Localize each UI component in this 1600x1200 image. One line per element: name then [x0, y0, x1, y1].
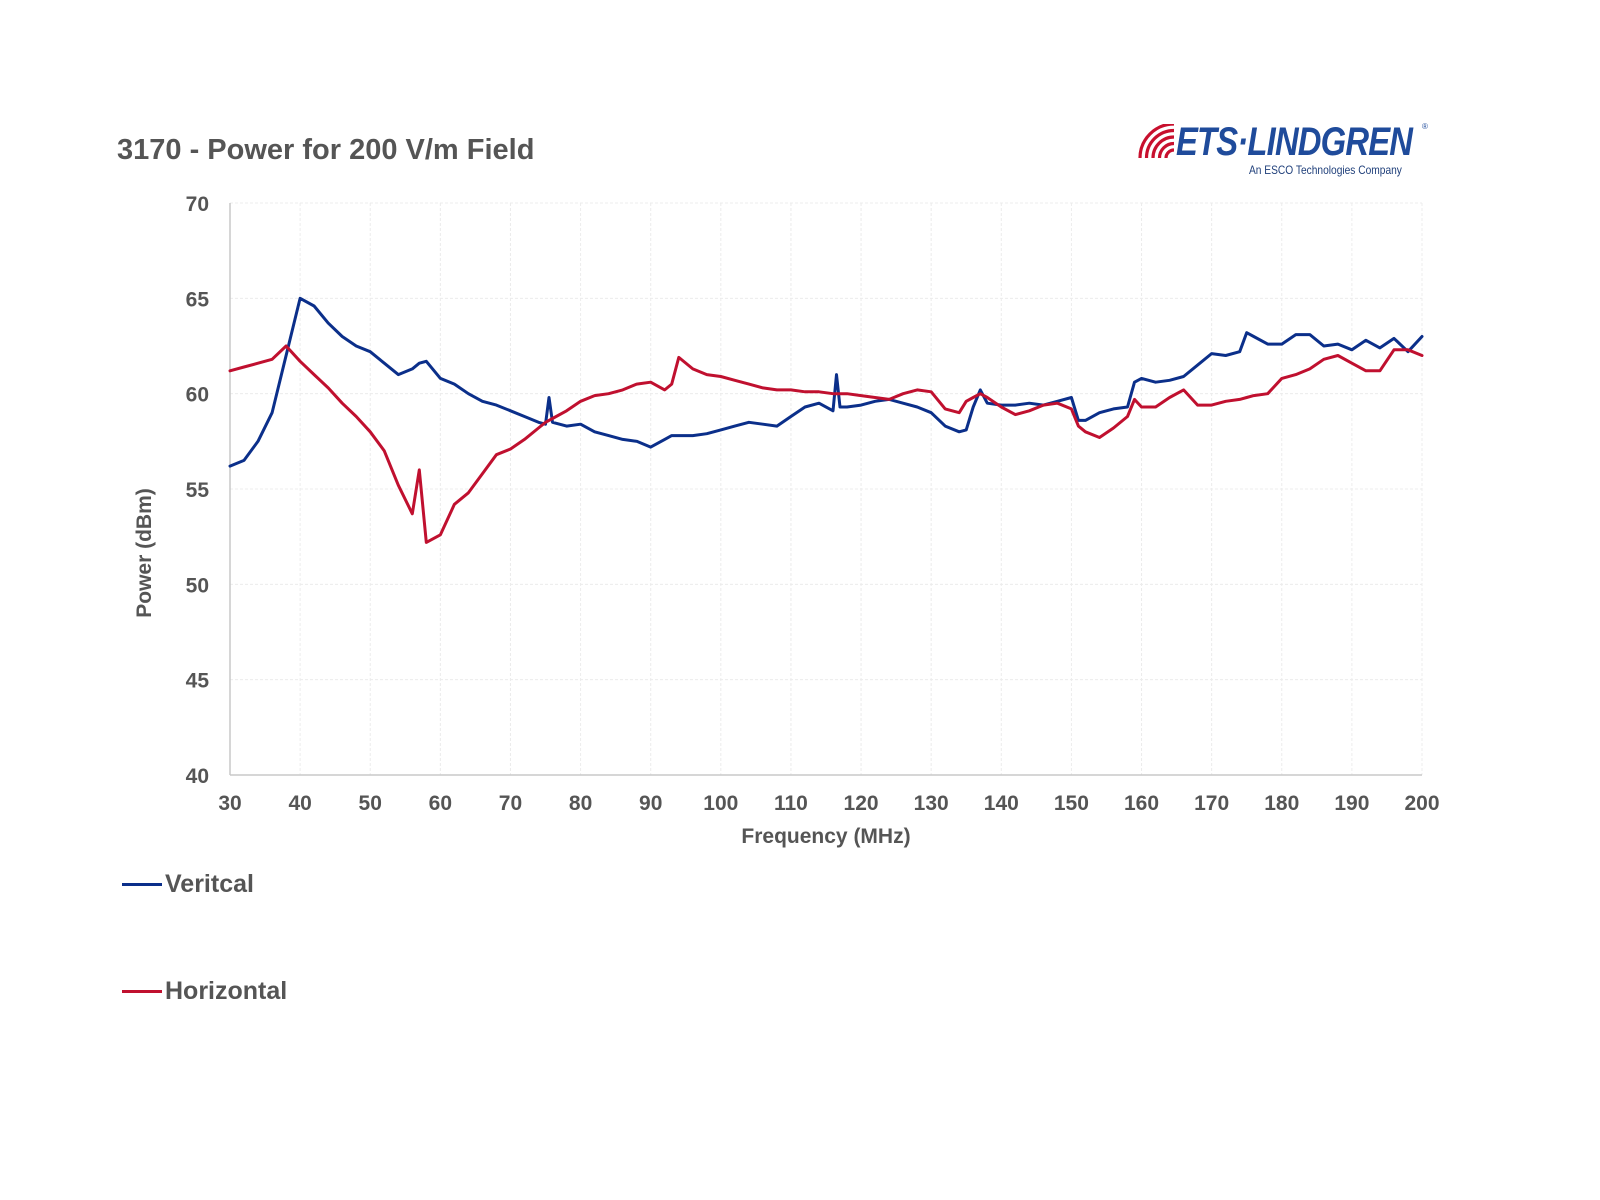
x-tick-label: 180 — [1264, 792, 1299, 815]
y-tick-label: 40 — [186, 765, 209, 788]
radio-waves-icon — [1138, 124, 1175, 159]
wave-arc — [1157, 141, 1175, 159]
x-tick-label: 40 — [288, 792, 311, 815]
x-tick-label: 170 — [1194, 792, 1229, 815]
x-tick-label: 120 — [844, 792, 879, 815]
chart-axes — [229, 203, 1422, 776]
legend-label-vertical: Veritcal — [165, 870, 254, 898]
x-tick-label: 30 — [218, 792, 241, 815]
x-tick-label: 110 — [774, 792, 808, 815]
y-tick-label: 45 — [186, 670, 210, 693]
y-tick-label: 50 — [186, 574, 209, 597]
x-axis-label: Frequency (MHz) — [741, 825, 910, 848]
x-tick-label: 150 — [1054, 792, 1089, 815]
wave-arc — [1144, 128, 1175, 159]
x-tick-label: 90 — [639, 792, 662, 815]
company-logo: ETS·LINDGREN ® An ESCO Technologies Comp… — [1134, 120, 1434, 184]
chart-grid — [230, 202, 1423, 775]
x-tick-label: 160 — [1124, 792, 1159, 815]
x-tick-label: 80 — [569, 792, 592, 815]
wave-arc — [1138, 124, 1175, 159]
series-line-horizontal — [228, 344, 1424, 544]
wave-arc — [1164, 148, 1175, 159]
wave-arc — [1151, 135, 1175, 159]
x-tick-label: 130 — [914, 792, 949, 815]
y-axis-label: Power (dBm) — [133, 488, 156, 618]
y-tick-label: 60 — [186, 384, 209, 407]
logo-registered-mark: ® — [1422, 122, 1428, 131]
logo-brand: ETS·LINDGREN — [1176, 120, 1413, 164]
y-tick-label: 55 — [186, 479, 210, 502]
legend-item-vertical: Veritcal — [122, 870, 254, 899]
legend-swatch-horizontal — [122, 990, 162, 993]
legend-label-horizontal: Horizontal — [165, 977, 288, 1005]
legend-item-horizontal: Horizontal — [122, 977, 287, 1006]
x-tick-label: 70 — [499, 792, 522, 815]
x-tick-label: 60 — [429, 792, 452, 815]
chart-title: 3170 - Power for 200 V/m Field — [117, 134, 535, 166]
x-tick-label: 50 — [359, 792, 382, 815]
x-tick-labels: 30 40 50 60 70 80 90 100 110 120 130 140 150 160 170 18… — [218, 792, 1439, 815]
legend-swatch-vertical — [122, 883, 162, 886]
y-tick-label: 65 — [186, 288, 210, 311]
logo-tagline: An ESCO Technologies Company — [1249, 163, 1402, 177]
y-tick-labels: 40 45 50 55 60 65 70 — [186, 193, 210, 788]
x-tick-label: 140 — [984, 792, 1019, 815]
series-line-veritcal — [228, 296, 1424, 468]
y-tick-label: 70 — [186, 193, 209, 216]
x-tick-label: 100 — [703, 792, 738, 815]
chart-series — [228, 296, 1424, 544]
x-tick-label: 200 — [1404, 792, 1439, 815]
x-tick-label: 190 — [1334, 792, 1369, 815]
